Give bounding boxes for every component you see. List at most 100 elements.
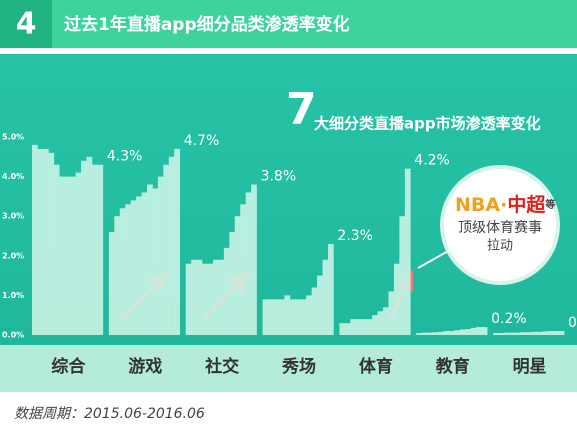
value-label: 4.7%: [184, 133, 220, 149]
header-number-box: [0, 0, 52, 48]
callout-line2: 顶级体育赛事: [458, 220, 542, 236]
area-bar: [448, 331, 455, 335]
area-bar: [361, 319, 367, 335]
area-bar: [75, 172, 82, 335]
area-bar: [212, 259, 219, 335]
subtitle: 大细分类直播app市场渗透率变化: [314, 115, 541, 133]
area-bar: [355, 319, 362, 335]
area-bar: [454, 330, 461, 335]
area-bar: [234, 216, 241, 335]
area-bar: [531, 331, 538, 335]
value-label: 4.2%: [414, 153, 450, 169]
value-label: 4.3%: [107, 149, 143, 165]
area-bar: [493, 333, 499, 335]
area-bar: [157, 176, 164, 335]
area-bar: [289, 299, 296, 335]
area-bar: [514, 332, 521, 335]
area-bar: [268, 299, 274, 335]
area-bar: [366, 319, 373, 335]
area-bar: [284, 295, 291, 335]
value-label: 3.8%: [261, 169, 297, 185]
area-bar: [163, 164, 170, 335]
y-tick-label: 4.0%: [2, 172, 24, 181]
area-bar: [262, 299, 269, 335]
area-bar: [32, 144, 38, 335]
area-bar: [152, 188, 159, 335]
area-bar: [147, 184, 153, 335]
category-label: 游戏: [128, 356, 162, 377]
callout: [440, 165, 560, 285]
category-band: [0, 345, 577, 392]
area-bar: [427, 332, 433, 335]
area-bar: [459, 329, 466, 335]
area-bar: [558, 331, 565, 335]
area-bar: [322, 259, 329, 335]
area-bar: [432, 332, 439, 335]
area-bar: [136, 196, 142, 335]
y-tick-label: 2.0%: [2, 251, 24, 260]
area-bar: [185, 263, 192, 335]
y-tick-label: 0.0%: [2, 331, 24, 340]
area-bar: [520, 332, 527, 335]
area-bar: [245, 192, 252, 335]
area-bar: [64, 176, 71, 335]
area-bar: [273, 299, 280, 335]
category-label: 秀场: [281, 357, 316, 377]
area-bar: [350, 319, 357, 335]
area-bar: [372, 315, 378, 335]
area-bar: [168, 156, 175, 335]
area-bar: [278, 299, 285, 335]
area-bar: [470, 327, 477, 335]
area-bar: [81, 160, 87, 335]
area-bar: [377, 311, 384, 335]
area-bar: [125, 204, 131, 335]
subtitle-number: 7: [286, 84, 317, 135]
category-label: 综合: [51, 356, 86, 377]
area-bar: [97, 164, 104, 335]
area-bar: [218, 259, 225, 335]
area-bar: [223, 247, 230, 335]
area-bar: [48, 152, 55, 335]
area-bar: [240, 204, 246, 335]
header-title: 过去1年直播app细分品类渗透率变化: [64, 14, 350, 35]
area-bar: [404, 168, 411, 335]
area-bar: [207, 263, 214, 335]
area-bar: [498, 333, 505, 335]
area-bar: [311, 287, 318, 335]
area-bar: [108, 232, 115, 335]
area-bar: [339, 323, 346, 335]
area-bar: [547, 331, 554, 335]
value-label: 2.3%: [337, 228, 373, 244]
area-bar: [141, 192, 148, 335]
area-bar: [130, 200, 137, 335]
value-label: 0.2%: [491, 311, 527, 327]
y-tick-label: 5.0%: [2, 133, 24, 142]
area-bar: [300, 299, 307, 335]
area-bar: [317, 275, 323, 335]
area-bar: [383, 307, 389, 335]
area-bar: [53, 164, 60, 335]
footer: 数据周期：2015.06-2016.06: [14, 406, 205, 422]
area-bar: [393, 263, 400, 335]
area-bar: [196, 259, 203, 335]
area-bar: [416, 333, 423, 335]
y-tick-label: 3.0%: [2, 212, 24, 221]
area-bar: [481, 327, 488, 335]
area-bar: [119, 208, 126, 335]
area-bar: [91, 164, 98, 335]
area-bar: [536, 331, 543, 335]
area-bar: [70, 176, 76, 335]
header-number: 4: [16, 7, 37, 42]
area-bar: [202, 263, 208, 335]
area-bar: [465, 329, 472, 335]
callout-line3: 拉动: [487, 239, 513, 254]
area-bar: [388, 291, 395, 335]
area-bar: [553, 331, 559, 335]
category-label: 教育: [435, 356, 470, 377]
area-bar: [42, 148, 49, 335]
area-bar: [306, 295, 312, 335]
area-bar: [229, 232, 236, 335]
value-label: 0.1%: [568, 315, 577, 331]
area-bar: [86, 156, 93, 335]
